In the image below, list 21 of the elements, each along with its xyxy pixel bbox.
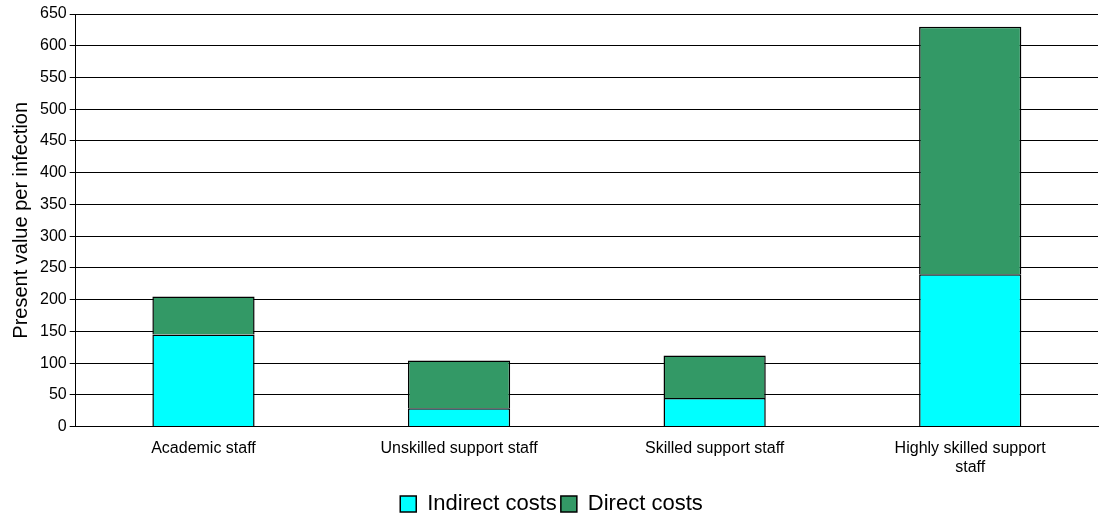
y-tick-label: 0 <box>57 417 67 435</box>
y-tick-label: 550 <box>39 67 67 85</box>
y-tick-label: 450 <box>39 131 67 149</box>
x-tick-label: Unskilled support staff <box>380 438 539 456</box>
x-tick-label: Academic staff <box>151 438 257 456</box>
y-tick-label: 650 <box>39 4 67 22</box>
legend-label: Indirect costs <box>427 490 557 516</box>
y-tick-label: 200 <box>39 290 67 308</box>
y-tick-label: 350 <box>39 194 67 212</box>
y-tick-label: 50 <box>48 385 67 403</box>
legend-label: Direct costs <box>587 490 703 516</box>
y-tick-label: 250 <box>39 258 67 276</box>
y-tick-label: 500 <box>39 99 67 117</box>
y-tick-label: 600 <box>39 36 67 54</box>
y-tick-label: 400 <box>39 163 67 181</box>
x-tick-label: Highly skilled support staff <box>894 438 1047 475</box>
x-tick-label: Skilled support staff <box>644 438 785 456</box>
y-tick-label: 300 <box>39 226 67 244</box>
y-axis-title: Present value per infection <box>8 101 31 339</box>
y-tick-label: 100 <box>39 353 67 371</box>
y-tick-label: 150 <box>39 321 67 339</box>
